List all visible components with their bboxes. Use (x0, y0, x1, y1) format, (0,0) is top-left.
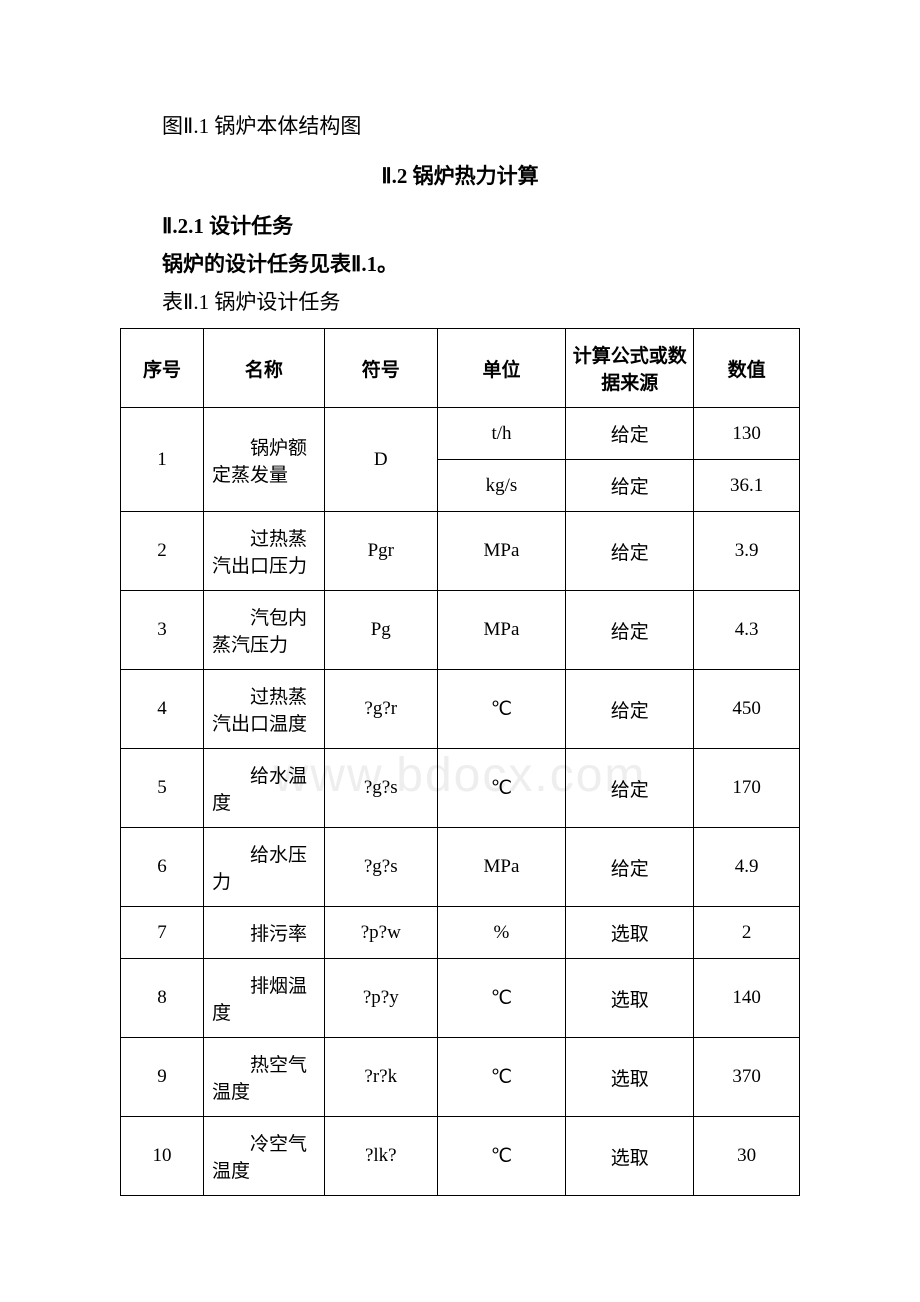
cell-unit: ℃ (437, 959, 565, 1038)
cell-value: 3.9 (694, 512, 800, 591)
header-value: 数值 (694, 329, 800, 408)
table-row: 9 热空气温度 ?r?k ℃ 选取 370 (121, 1038, 800, 1117)
section-title: Ⅱ.2 锅炉热力计算 (120, 160, 800, 190)
cell-unit: % (437, 907, 565, 959)
cell-source: 选取 (566, 1038, 694, 1117)
cell-name: 过热蒸汽出口温度 (203, 670, 324, 749)
header-seq: 序号 (121, 329, 204, 408)
cell-source: 给定 (566, 749, 694, 828)
cell-name: 给水压力 (203, 828, 324, 907)
table-row: 3 汽包内蒸汽压力 Pg MPa 给定 4.3 (121, 591, 800, 670)
cell-unit: ℃ (437, 749, 565, 828)
cell-seq: 10 (121, 1117, 204, 1196)
cell-value: 2 (694, 907, 800, 959)
table-row: 5 给水温度 ?g?s ℃ 给定 170 (121, 749, 800, 828)
cell-symbol: ?p?w (324, 907, 437, 959)
cell-unit: ℃ (437, 1117, 565, 1196)
cell-name: 给水温度 (203, 749, 324, 828)
cell-source: 给定 (566, 828, 694, 907)
cell-unit: kg/s (437, 460, 565, 512)
cell-name: 汽包内蒸汽压力 (203, 591, 324, 670)
table-header-row: 序号 名称 符号 单位 计算公式或数据来源 数值 (121, 329, 800, 408)
cell-name-text: 排烟温度 (212, 971, 320, 1025)
cell-symbol: ?lk? (324, 1117, 437, 1196)
cell-value: 36.1 (694, 460, 800, 512)
cell-unit: ℃ (437, 670, 565, 749)
table-row: 7 排污率 ?p?w % 选取 2 (121, 907, 800, 959)
cell-value: 170 (694, 749, 800, 828)
page-container: www.bdocx.com 图Ⅱ.1 锅炉本体结构图 Ⅱ.2 锅炉热力计算 Ⅱ.… (120, 110, 800, 1196)
cell-unit: ℃ (437, 1038, 565, 1117)
cell-name-text: 热空气温度 (212, 1050, 320, 1104)
cell-symbol: Pgr (324, 512, 437, 591)
table-caption: 表Ⅱ.1 锅炉设计任务 (120, 286, 800, 316)
cell-seq: 3 (121, 591, 204, 670)
cell-name: 排烟温度 (203, 959, 324, 1038)
cell-name-text: 锅炉额定蒸发量 (212, 433, 320, 487)
cell-unit: MPa (437, 591, 565, 670)
cell-source: 选取 (566, 907, 694, 959)
cell-value: 4.9 (694, 828, 800, 907)
cell-seq: 2 (121, 512, 204, 591)
cell-seq: 1 (121, 408, 204, 512)
cell-symbol: Pg (324, 591, 437, 670)
cell-source: 给定 (566, 408, 694, 460)
cell-symbol: ?g?s (324, 749, 437, 828)
cell-seq: 7 (121, 907, 204, 959)
intro-text: 锅炉的设计任务见表Ⅱ.1。 (120, 248, 800, 278)
table-row: 1 锅炉额定蒸发量 D t/h 给定 130 (121, 408, 800, 460)
header-source: 计算公式或数据来源 (566, 329, 694, 408)
table-row: 6 给水压力 ?g?s MPa 给定 4.9 (121, 828, 800, 907)
cell-symbol: ?p?y (324, 959, 437, 1038)
cell-name: 过热蒸汽出口压力 (203, 512, 324, 591)
cell-value: 450 (694, 670, 800, 749)
cell-name-text: 排污率 (212, 919, 320, 946)
cell-value: 140 (694, 959, 800, 1038)
cell-name-text: 给水温度 (212, 761, 320, 815)
cell-source: 给定 (566, 460, 694, 512)
cell-name: 热空气温度 (203, 1038, 324, 1117)
cell-value: 370 (694, 1038, 800, 1117)
cell-seq: 9 (121, 1038, 204, 1117)
cell-name-text: 给水压力 (212, 840, 320, 894)
header-symbol: 符号 (324, 329, 437, 408)
cell-seq: 5 (121, 749, 204, 828)
figure-caption: 图Ⅱ.1 锅炉本体结构图 (120, 110, 800, 140)
table-row: 2 过热蒸汽出口压力 Pgr MPa 给定 3.9 (121, 512, 800, 591)
subsection-title: Ⅱ.2.1 设计任务 (120, 210, 800, 240)
cell-unit: t/h (437, 408, 565, 460)
table-row: 4 过热蒸汽出口温度 ?g?r ℃ 给定 450 (121, 670, 800, 749)
table-row: 10 冷空气温度 ?lk? ℃ 选取 30 (121, 1117, 800, 1196)
cell-source: 给定 (566, 512, 694, 591)
cell-symbol: ?r?k (324, 1038, 437, 1117)
cell-unit: MPa (437, 828, 565, 907)
cell-name-text: 过热蒸汽出口压力 (212, 524, 320, 578)
design-task-table: 序号 名称 符号 单位 计算公式或数据来源 数值 1 锅炉额定蒸发量 D t/h… (120, 328, 800, 1196)
cell-source: 给定 (566, 670, 694, 749)
cell-value: 4.3 (694, 591, 800, 670)
header-name: 名称 (203, 329, 324, 408)
cell-unit: MPa (437, 512, 565, 591)
cell-name: 锅炉额定蒸发量 (203, 408, 324, 512)
cell-source: 选取 (566, 959, 694, 1038)
cell-value: 130 (694, 408, 800, 460)
cell-value: 30 (694, 1117, 800, 1196)
table-row: 8 排烟温度 ?p?y ℃ 选取 140 (121, 959, 800, 1038)
header-unit: 单位 (437, 329, 565, 408)
cell-seq: 6 (121, 828, 204, 907)
cell-seq: 4 (121, 670, 204, 749)
cell-seq: 8 (121, 959, 204, 1038)
cell-name-text: 冷空气温度 (212, 1129, 320, 1183)
cell-symbol: D (324, 408, 437, 512)
cell-symbol: ?g?r (324, 670, 437, 749)
cell-symbol: ?g?s (324, 828, 437, 907)
cell-name: 排污率 (203, 907, 324, 959)
cell-source: 选取 (566, 1117, 694, 1196)
cell-name-text: 汽包内蒸汽压力 (212, 603, 320, 657)
cell-name-text: 过热蒸汽出口温度 (212, 682, 320, 736)
cell-name: 冷空气温度 (203, 1117, 324, 1196)
cell-source: 给定 (566, 591, 694, 670)
